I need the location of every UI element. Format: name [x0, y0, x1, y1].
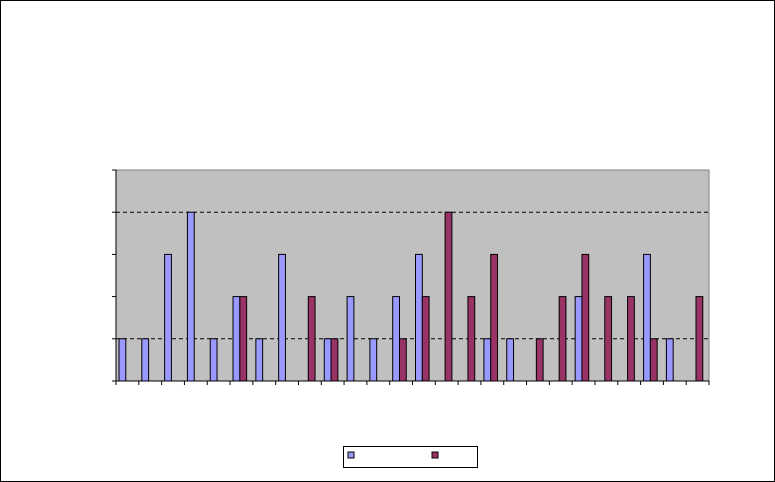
bar — [118, 338, 127, 382]
bar — [490, 253, 499, 382]
bar — [278, 253, 286, 382]
bar — [330, 338, 339, 382]
bar — [346, 296, 355, 382]
bar — [467, 296, 476, 382]
bar — [141, 338, 150, 382]
legend-swatch — [431, 451, 439, 459]
bar — [444, 211, 453, 382]
bar — [239, 296, 248, 382]
bar — [604, 296, 613, 382]
bar — [581, 253, 590, 382]
bar — [186, 211, 195, 382]
bar — [369, 338, 378, 382]
bar — [307, 296, 316, 382]
legend-box — [343, 446, 478, 468]
bar — [398, 338, 407, 382]
bar — [483, 338, 492, 382]
legend-swatch — [347, 451, 355, 459]
bar — [421, 296, 430, 382]
bar — [506, 338, 515, 382]
bar — [649, 338, 658, 382]
bar — [209, 338, 218, 382]
bar — [323, 338, 332, 382]
bar — [535, 338, 544, 382]
bar — [665, 338, 674, 382]
bar — [232, 296, 241, 382]
plot-area — [115, 169, 710, 382]
bar — [164, 253, 172, 382]
bar — [255, 338, 264, 382]
bar — [558, 296, 567, 382]
bar — [574, 296, 583, 382]
bar — [695, 296, 704, 382]
bar — [643, 253, 651, 382]
bar — [392, 296, 400, 382]
bar — [627, 296, 635, 382]
bar — [415, 253, 423, 382]
